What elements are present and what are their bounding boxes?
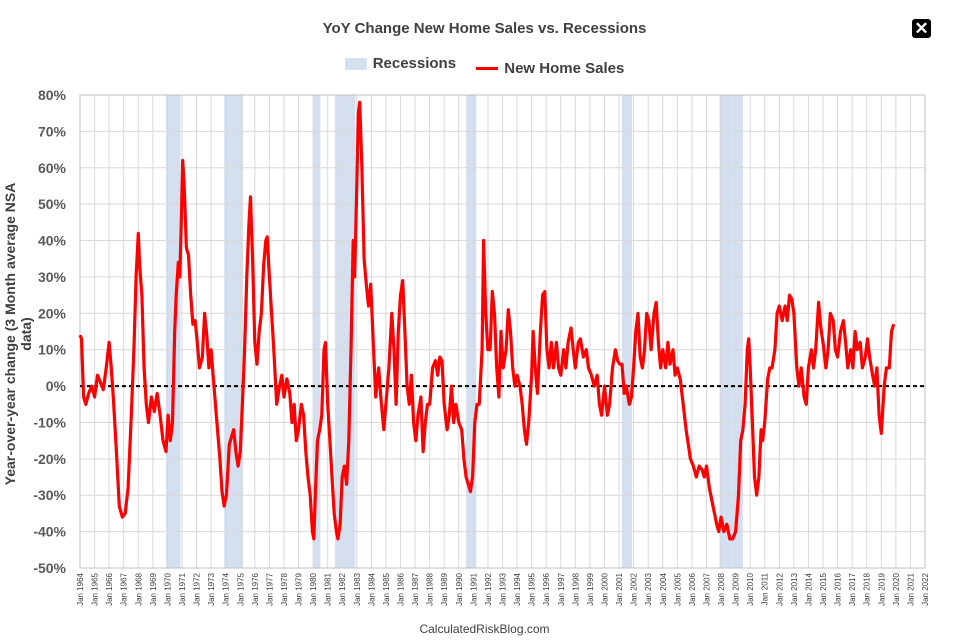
x-tick-label: Jan 2007 (702, 572, 711, 605)
legend-swatch-new-home-sales (476, 66, 499, 70)
x-tick-label: Jan 1992 (484, 572, 493, 605)
y-tick-label: 0% (46, 378, 67, 394)
x-tick-label: Jan 2018 (863, 572, 872, 605)
x-tick-label: Jan 1990 (455, 572, 464, 605)
recession-band (466, 95, 477, 568)
x-tick-label: Jan 1978 (280, 572, 289, 605)
x-tick-label: Jan 1983 (353, 572, 362, 605)
y-tick-label: -10% (33, 414, 66, 430)
x-tick-label: Jan 1965 (91, 572, 100, 605)
x-tick-label: Jan 1996 (542, 572, 551, 605)
x-tick-label: Jan 1985 (382, 572, 391, 605)
recession-band (719, 95, 743, 568)
legend-item-new-home-sales: New Home Sales (476, 60, 624, 77)
plot-border (79, 94, 926, 569)
chart-title: YoY Change New Home Sales vs. Recessions (322, 20, 647, 37)
x-tick-label: Jan 1976 (251, 572, 260, 605)
x-tick-label: Jan 2006 (688, 572, 697, 605)
x-tick-label: Jan 1972 (193, 572, 202, 605)
x-tick-label: Jan 1984 (367, 572, 376, 605)
y-tick-label: -50% (33, 560, 66, 576)
x-tick-label: Jan 1979 (295, 572, 304, 605)
y-tick-label: 70% (38, 123, 67, 139)
x-tick-label: Jan 1988 (426, 572, 435, 605)
legend-item-recessions: Recessions (344, 55, 457, 72)
legend: Recessions New Home Sales (0, 55, 969, 77)
x-tick-label: Jan 2019 (877, 572, 886, 605)
x-tick-label: Jan 1971 (178, 572, 187, 605)
recession-band (621, 95, 633, 568)
y-tick-label: 80% (38, 87, 67, 103)
x-tick-label: Jan 1974 (222, 572, 231, 605)
x-tick-label: Jan 1969 (149, 572, 158, 605)
x-tick-label: Jan 1998 (571, 572, 580, 605)
x-tick-label: Jan 2005 (673, 572, 682, 605)
x-tick-label: Jan 2000 (600, 572, 609, 605)
y-tick-label: -20% (33, 451, 66, 467)
x-tick-label: Jan 1964 (76, 572, 85, 605)
x-tick-label: Jan 2022 (921, 572, 930, 605)
x-tick-label: Jan 2011 (761, 572, 770, 605)
x-tick-label: Jan 1997 (557, 572, 566, 605)
x-tick-label: Jan 2016 (834, 572, 843, 605)
x-tick-label: Jan 1987 (411, 572, 420, 605)
x-tick-label: Jan 1981 (324, 572, 333, 605)
x-tick-label: Jan 1970 (163, 572, 172, 605)
x-tick-label: Jan 2008 (717, 572, 726, 605)
x-tick-label: Jan 2001 (615, 572, 624, 605)
x-tick-label: Jan 1975 (236, 572, 245, 605)
y-tick-label: 30% (38, 269, 67, 285)
x-tick-label: Jan 2020 (892, 572, 901, 605)
series-line-new-home-sales (78, 100, 896, 541)
y-tick-label: -30% (33, 487, 66, 503)
y-tick-label: 10% (38, 342, 67, 358)
x-tick-label: Jan 2013 (790, 572, 799, 605)
legend-label-new-home-sales: New Home Sales (504, 59, 625, 77)
x-tick-label: Jan 1966 (105, 572, 114, 605)
x-tick-label: Jan 1994 (513, 572, 522, 605)
x-tick-label: Jan 2004 (659, 572, 668, 605)
x-tick-label: Jan 1977 (265, 572, 274, 605)
x-tick-label: Jan 1993 (499, 572, 508, 605)
y-tick-label: -40% (33, 524, 66, 540)
x-tick-label: Jan 1968 (134, 572, 143, 605)
y-tick-label: 40% (38, 233, 67, 249)
x-tick-label: Jan 1989 (440, 572, 449, 605)
x-tick-label: Jan 1973 (207, 572, 216, 605)
x-tick-label: Jan 2002 (630, 572, 639, 605)
x-tick-label: Jan 2015 (819, 572, 828, 605)
x-tick-label: Jan 2014 (804, 572, 813, 605)
y-tick-label: 20% (38, 305, 67, 321)
y-tick-label: 60% (38, 160, 67, 176)
x-tick-label: Jan 1999 (586, 572, 595, 605)
close-icon[interactable]: ✕ (912, 19, 931, 38)
x-tick-label: Jan 1986 (397, 572, 406, 605)
x-tick-label: Jan 1967 (120, 572, 129, 605)
x-tick-label: Jan 2010 (746, 572, 755, 605)
x-tick-label: Jan 2003 (644, 572, 653, 605)
x-tick-label: Jan 2009 (732, 572, 741, 605)
x-tick-label: Jan 2012 (775, 572, 784, 605)
x-tick-label: Jan 2021 (906, 572, 915, 605)
source-label: CalculatedRiskBlog.com (419, 622, 550, 636)
legend-swatch-recessions (344, 57, 367, 70)
x-tick-label: Jan 1982 (338, 572, 347, 605)
x-tick-label: Jan 1980 (309, 572, 318, 605)
recession-band (313, 95, 321, 568)
x-tick-label: Jan 1991 (469, 572, 478, 605)
legend-label-recessions: Recessions (372, 55, 457, 72)
x-tick-label: Jan 2017 (848, 572, 857, 605)
x-tick-label: Jan 1995 (528, 572, 537, 605)
y-tick-label: 50% (38, 196, 67, 212)
recession-band (334, 95, 356, 568)
